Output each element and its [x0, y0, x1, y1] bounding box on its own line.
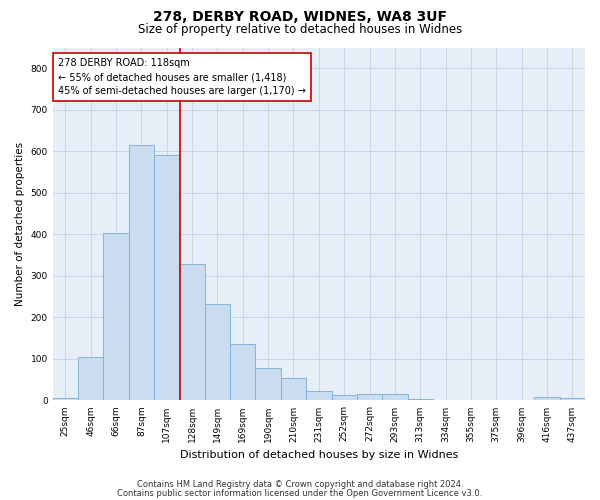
Bar [256, 368, 281, 400]
Bar [535, 397, 560, 400]
Bar [154, 156, 179, 400]
X-axis label: Distribution of detached houses by size in Widnes: Distribution of detached houses by size … [179, 450, 458, 460]
Y-axis label: Number of detached properties: Number of detached properties [15, 142, 25, 306]
Bar [560, 398, 585, 400]
Bar [78, 357, 103, 401]
Bar [205, 304, 230, 400]
Text: Size of property relative to detached houses in Widnes: Size of property relative to detached ho… [138, 22, 462, 36]
Text: Contains public sector information licensed under the Open Government Licence v3: Contains public sector information licen… [118, 488, 482, 498]
Bar [129, 146, 154, 400]
Bar [103, 233, 129, 400]
Text: 278, DERBY ROAD, WIDNES, WA8 3UF: 278, DERBY ROAD, WIDNES, WA8 3UF [153, 10, 447, 24]
Bar [281, 378, 306, 400]
Text: Contains HM Land Registry data © Crown copyright and database right 2024.: Contains HM Land Registry data © Crown c… [137, 480, 463, 489]
Bar [179, 264, 205, 400]
Text: 278 DERBY ROAD: 118sqm
← 55% of detached houses are smaller (1,418)
45% of semi-: 278 DERBY ROAD: 118sqm ← 55% of detached… [58, 58, 306, 96]
Bar [407, 399, 433, 400]
Bar [230, 344, 256, 401]
Bar [306, 392, 332, 400]
Bar [357, 394, 382, 400]
Bar [53, 398, 78, 400]
Bar [382, 394, 407, 400]
Bar [332, 395, 357, 400]
